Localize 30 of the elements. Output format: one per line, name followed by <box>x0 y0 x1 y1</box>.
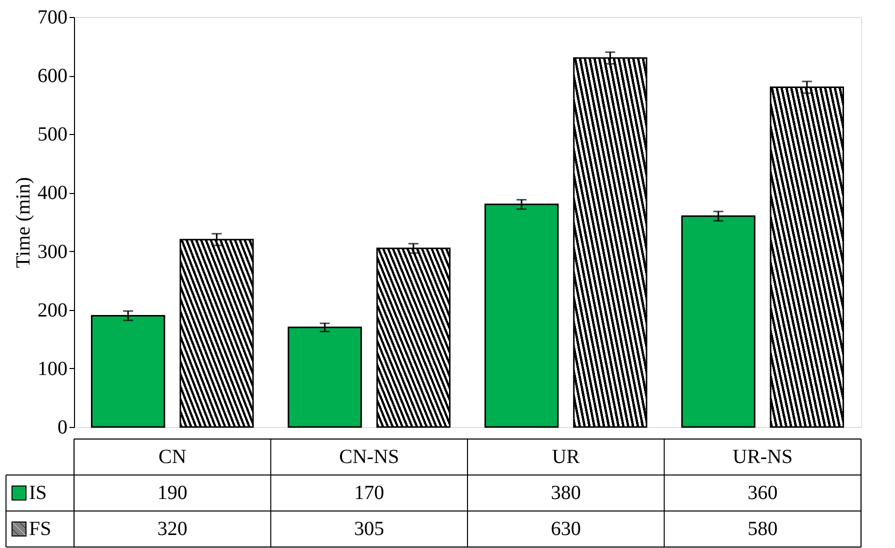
data-label: 580 <box>748 518 778 540</box>
bar <box>180 238 254 428</box>
y-tick-label: 0 <box>58 416 68 438</box>
x-tick-label: CN-NS <box>339 446 400 468</box>
y-tick-label: 100 <box>38 358 68 380</box>
y-tick-label: 500 <box>38 124 68 146</box>
bar <box>573 57 648 428</box>
legend-label: IS <box>29 482 47 504</box>
bar <box>484 204 559 428</box>
data-label: 360 <box>748 482 778 504</box>
y-tick-label: 400 <box>38 182 68 204</box>
data-label: 380 <box>550 482 581 504</box>
bar <box>376 248 451 428</box>
bar <box>90 314 166 428</box>
x-tick-label: UR <box>552 446 580 468</box>
y-tick-label: 600 <box>38 65 68 88</box>
bar <box>681 215 756 428</box>
y-tick-label: 700 <box>38 6 68 28</box>
data-label: 190 <box>157 482 188 504</box>
y-tick-label: 200 <box>38 299 68 322</box>
data-label: 170 <box>354 482 384 504</box>
x-tick-label: CN <box>158 446 186 468</box>
data-label: 630 <box>550 518 581 540</box>
x-tick-label: UR-NS <box>732 446 793 468</box>
data-label: 305 <box>354 518 384 540</box>
data-label: 320 <box>157 518 188 540</box>
y-axis-title: Time (min) <box>12 177 34 268</box>
y-tick-label: 300 <box>38 240 68 263</box>
bar <box>288 326 362 428</box>
legend-label: FS <box>29 518 52 540</box>
